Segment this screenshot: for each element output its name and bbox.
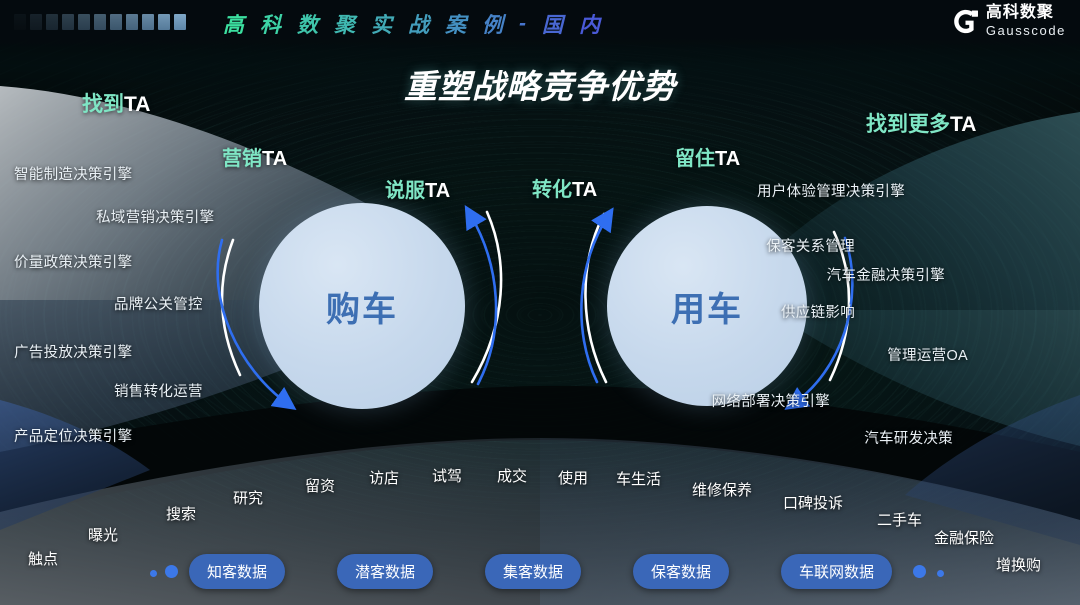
right-engine-label-3: 汽车金融决策引擎: [826, 268, 945, 284]
journey-stage-7: 试驾: [432, 468, 463, 485]
banner-dash: [14, 14, 26, 30]
right-engine-label-7: 汽车研发决策: [864, 431, 953, 447]
right-engine-label-2: 保客关系管理: [766, 239, 855, 255]
ta-heading-4: 转化TA: [532, 173, 597, 202]
right-engine-label-1: 用户体验管理决策引擎: [757, 184, 905, 200]
banner-char: -: [519, 12, 528, 35]
banner-char: 案: [445, 14, 468, 37]
data-pill-1[interactable]: 知客数据: [189, 554, 286, 589]
left-engine-label-2: 私域营销决策引擎: [96, 210, 215, 226]
stage-circle-label: 用车: [671, 290, 743, 329]
banner-dash: [94, 14, 106, 30]
journey-stage-8: 成交: [497, 468, 528, 485]
journey-stage-1: 触点: [28, 551, 59, 568]
banner-char: 例: [482, 14, 505, 37]
banner-char: 实: [371, 14, 394, 37]
journey-stage-9: 使用: [558, 470, 589, 487]
journey-stage-12: 口碑投诉: [783, 495, 844, 512]
banner-dash: [62, 14, 74, 30]
data-pill-3[interactable]: 集客数据: [485, 554, 582, 589]
banner-dash: [158, 14, 170, 30]
stage-circle-1[interactable]: 购车: [259, 203, 465, 409]
top-banner: 高科数聚实战案例-国内 高科数聚 Gausscode: [0, 0, 1080, 50]
left-engine-label-7: 产品定位决策引擎: [14, 429, 133, 445]
page-title: 重塑战略竞争优势: [404, 68, 676, 105]
gausscode-logo-icon: [954, 9, 978, 33]
ta-heading-cn: 找到更多: [866, 113, 950, 136]
journey-stage-14: 金融保险: [934, 530, 995, 547]
banner-dash: [126, 14, 138, 30]
data-pill-2[interactable]: 潜客数据: [337, 554, 434, 589]
ta-heading-1: 找到TA: [82, 88, 150, 118]
pill-dot-4: [937, 570, 944, 577]
pill-dot-3: [913, 565, 926, 578]
pill-dot-1: [150, 570, 157, 577]
ta-heading-en: TA: [262, 148, 288, 170]
data-pill-5[interactable]: 车联网数据: [781, 554, 893, 589]
pill-dot-2: [165, 565, 178, 578]
logo-en-text: Gausscode: [985, 23, 1066, 38]
banner-dash: [174, 14, 186, 30]
banner-title: 高科数聚实战案例-国内: [216, 9, 609, 39]
journey-stage-6: 访店: [369, 470, 400, 487]
banner-char: 数: [297, 14, 320, 37]
ta-heading-2: 营销TA: [222, 142, 287, 171]
banner-dash: [30, 14, 42, 30]
right-engine-label-5: 管理运营OA: [887, 348, 968, 364]
brand-logo[interactable]: 高科数聚 Gausscode: [952, 5, 1066, 37]
ta-heading-cn: 留住: [675, 148, 715, 170]
journey-stage-3: 搜索: [166, 506, 197, 523]
left-engine-label-3: 价量政策决策引擎: [14, 255, 133, 271]
banner-dash: [110, 14, 122, 30]
banner-char: 内: [579, 14, 602, 37]
ta-heading-en: TA: [425, 180, 451, 202]
banner-char: 聚: [334, 14, 357, 37]
left-engine-label-6: 销售转化运营: [114, 384, 203, 400]
banner-char: 科: [260, 14, 283, 37]
journey-stage-10: 车生活: [616, 471, 662, 488]
data-pill-4[interactable]: 保客数据: [633, 554, 730, 589]
banner-dash: [142, 14, 154, 30]
journey-stage-4: 研究: [233, 490, 264, 507]
left-engine-label-4: 品牌公关管控: [114, 297, 203, 313]
banner-char: 高: [223, 14, 246, 37]
ta-heading-6: 找到更多TA: [866, 108, 976, 138]
ta-heading-cn: 转化: [532, 179, 572, 201]
ta-heading-en: TA: [950, 113, 977, 136]
stage-circle-label: 购车: [326, 290, 398, 329]
right-engine-label-6: 网络部署决策引擎: [711, 394, 830, 410]
banner-char: 战: [408, 14, 431, 37]
journey-stage-11: 维修保养: [692, 482, 753, 499]
journey-stage-2: 曝光: [88, 527, 119, 544]
ta-heading-5: 留住TA: [675, 142, 740, 171]
left-engine-label-1: 智能制造决策引擎: [14, 167, 133, 183]
ta-heading-3: 说服TA: [385, 174, 450, 203]
ta-heading-cn: 找到: [82, 93, 124, 116]
banner-dash: [78, 14, 90, 30]
stage-circle-2[interactable]: 用车: [607, 206, 807, 406]
banner-char: 国: [542, 14, 565, 37]
logo-cn-text: 高科数聚: [985, 4, 1054, 21]
ta-heading-en: TA: [715, 148, 741, 170]
left-engine-label-5: 广告投放决策引擎: [14, 345, 133, 361]
journey-stage-15: 增换购: [996, 557, 1042, 574]
ta-heading-cn: 营销: [222, 148, 262, 170]
banner-dash-bars: [14, 14, 186, 30]
journey-stage-13: 二手车: [877, 512, 923, 529]
journey-stage-5: 留资: [305, 478, 336, 495]
ta-heading-en: TA: [124, 93, 151, 116]
ta-heading-en: TA: [572, 179, 598, 201]
banner-dash: [46, 14, 58, 30]
ta-heading-cn: 说服: [385, 180, 425, 202]
right-engine-label-4: 供应链影响: [781, 305, 855, 321]
